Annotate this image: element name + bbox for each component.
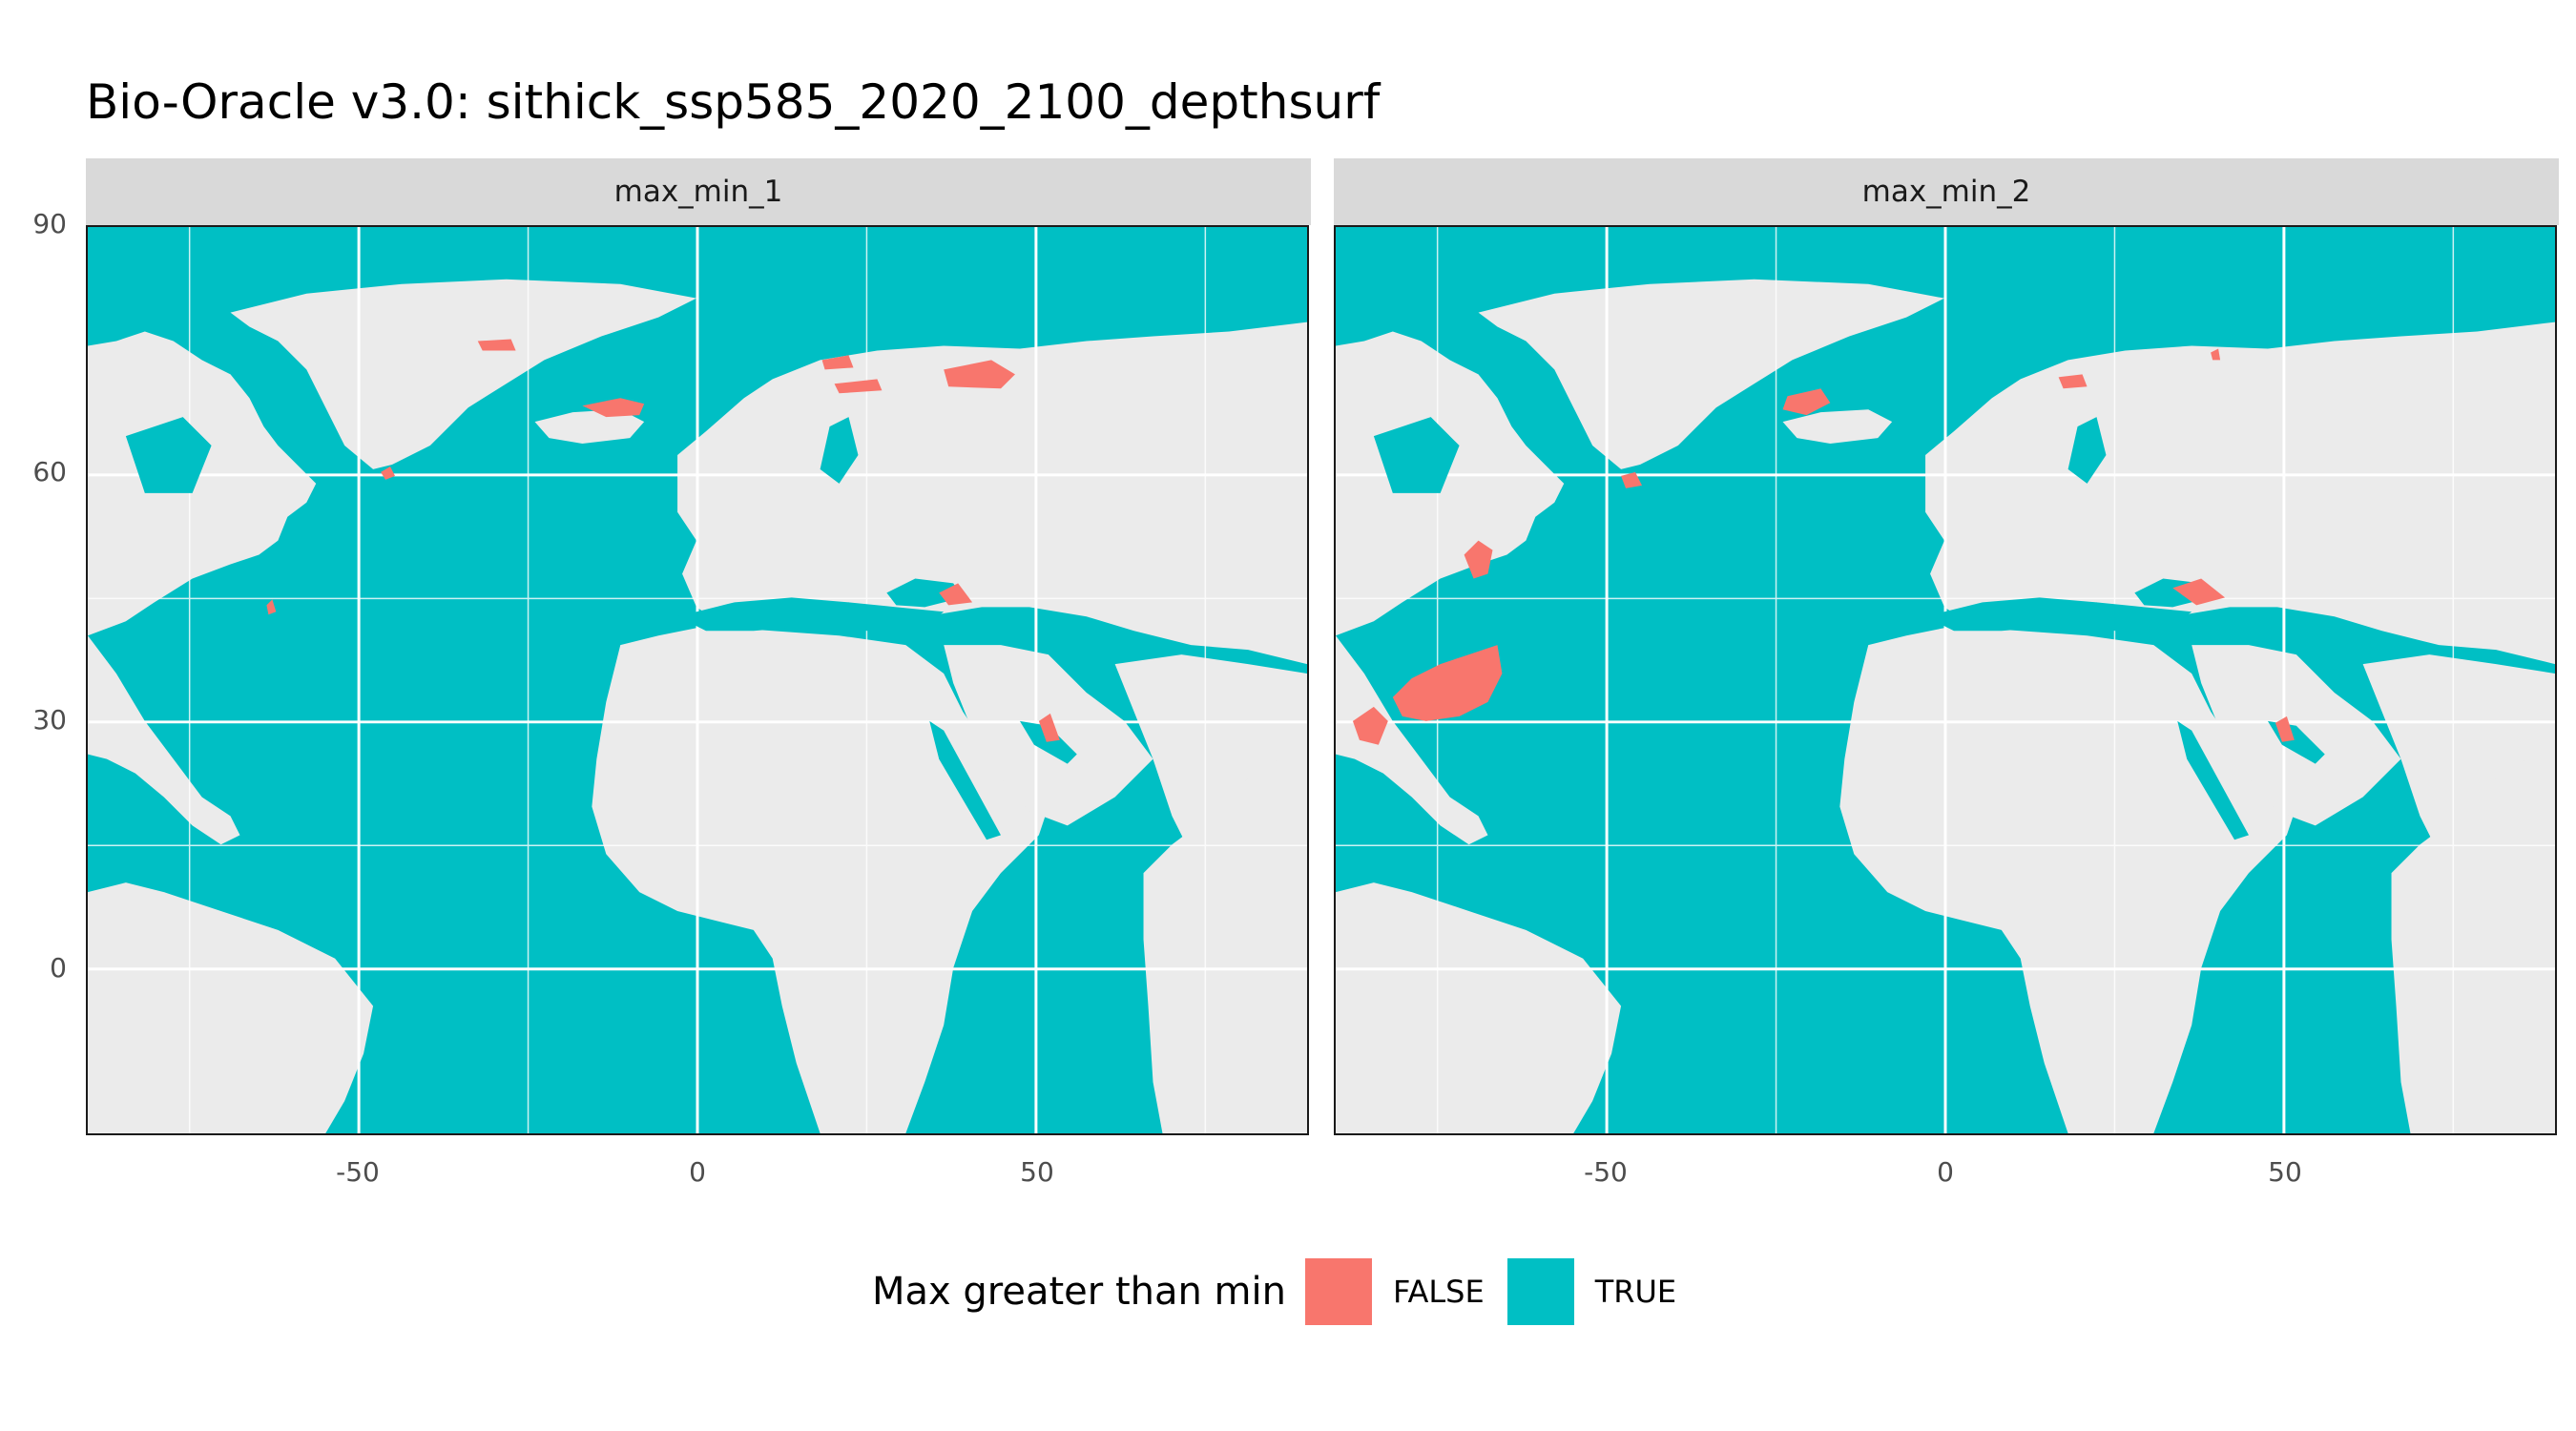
- grid-lines-minor: [88, 227, 1307, 1133]
- landmass-south-america: [88, 882, 374, 1133]
- flag-norway-coast: [834, 379, 883, 394]
- landmass-north-america: [1336, 331, 1565, 636]
- y-tick-30: 30: [32, 704, 67, 736]
- y-tick-90: 90: [32, 208, 67, 239]
- grid-lines: [88, 227, 1307, 1133]
- y-tick-0: 0: [50, 952, 67, 984]
- red-sea: [929, 720, 1002, 840]
- legend: Max greater than min FALSE TRUE: [872, 1257, 1699, 1326]
- legend-key-true: [1506, 1258, 1574, 1325]
- landmass-central-america: [88, 635, 240, 845]
- flag-iceland-north: [1782, 388, 1831, 416]
- facet-strip-1: max_min_1: [86, 158, 1311, 225]
- flag-iceland-north: [582, 398, 645, 418]
- x-tick-0-panel-1: 0: [689, 1156, 706, 1188]
- x-tick-50-panel-1: 50: [1020, 1156, 1054, 1188]
- flag-barents-2: [944, 360, 1015, 389]
- grid-lines: [1336, 227, 2555, 1133]
- facet-label-1: max_min_1: [613, 175, 783, 209]
- legend-key-false: [1304, 1258, 1372, 1325]
- x-tick-minus-50-panel-1: -50: [336, 1156, 380, 1188]
- flag-greenland-south: [381, 466, 395, 480]
- flag-us-northeast: [1464, 540, 1493, 579]
- grid-lines-minor: [1336, 227, 2555, 1133]
- landmass-greenland: [230, 279, 697, 469]
- map-canvas-2: [1336, 227, 2555, 1133]
- mediterranean-sea: [677, 597, 945, 632]
- map-panel-1: [86, 225, 1309, 1135]
- flag-black-sea: [2172, 578, 2226, 606]
- flagged-regions: [1352, 348, 2295, 745]
- landmass-iceland: [534, 409, 645, 445]
- x-tick-50-panel-2: 50: [2268, 1156, 2302, 1188]
- hudson-bay: [1373, 417, 1460, 493]
- flag-jan-mayen: [477, 339, 516, 351]
- flagged-regions: [266, 339, 1060, 742]
- baltic-sea: [2067, 417, 2107, 484]
- flag-black-sea: [939, 583, 973, 606]
- persian-gulf: [1019, 720, 1077, 764]
- flag-newfoundland: [266, 599, 277, 615]
- flag-norway-coast: [2058, 374, 2088, 389]
- flag-persian-gulf: [2275, 716, 2295, 742]
- flag-gulf-of-mexico: [1352, 706, 1388, 745]
- flag-barents-1: [821, 355, 854, 370]
- legend-label-true: TRUE: [1594, 1274, 1677, 1310]
- flag-persian-gulf: [1038, 713, 1060, 742]
- black-sea: [886, 578, 964, 608]
- landmass-east-africa-coast: [1143, 744, 1307, 1133]
- landmass-east-africa-coast: [2391, 744, 2555, 1133]
- landmass-south-america: [1336, 882, 1622, 1133]
- map-canvas-1: [88, 227, 1307, 1133]
- mediterranean-sea: [1925, 597, 2192, 632]
- map-panel-2: [1334, 225, 2557, 1135]
- legend-label-false: FALSE: [1392, 1274, 1485, 1310]
- legend-title: Max greater than min: [872, 1270, 1286, 1314]
- landmass-north-america: [88, 331, 317, 636]
- figure-title: Bio-Oracle v3.0: sithick_ssp585_2020_210…: [86, 74, 1381, 130]
- red-sea: [2177, 720, 2250, 840]
- landmass-greenland: [1478, 279, 1945, 469]
- x-tick-minus-50-panel-2: -50: [1584, 1156, 1628, 1188]
- hudson-bay: [125, 417, 212, 493]
- x-tick-0-panel-2: 0: [1937, 1156, 1954, 1188]
- flag-gulf-stream: [1392, 645, 1503, 721]
- landmass-eurasia: [1925, 321, 2555, 665]
- flag-barents-1: [2211, 348, 2221, 361]
- landmass-iceland: [1782, 409, 1893, 445]
- landmass-eurasia: [677, 321, 1307, 665]
- facet-strip-2: max_min_2: [1334, 158, 2559, 225]
- baltic-sea: [820, 417, 859, 484]
- facet-label-2: max_min_2: [1861, 175, 2031, 209]
- flag-greenland-south: [1621, 471, 1642, 488]
- y-tick-60: 60: [32, 456, 67, 487]
